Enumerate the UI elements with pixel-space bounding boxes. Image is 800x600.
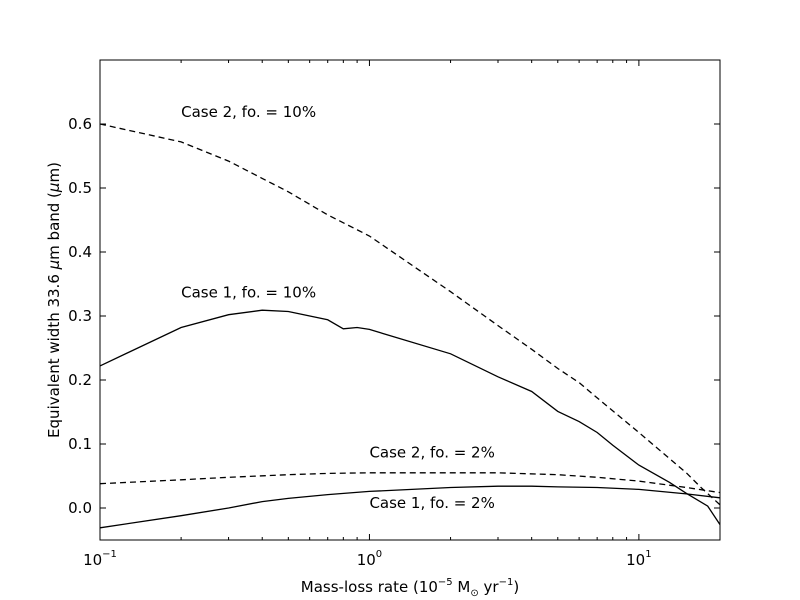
y-tick-label: 0.0	[68, 499, 92, 517]
curve-annotation: Case 2, fo. = 2%	[369, 443, 494, 461]
y-tick-label: 0.2	[68, 371, 92, 389]
series-line-3	[99, 472, 721, 494]
y-tick-label: 0.1	[68, 435, 92, 453]
curve-annotation: Case 2, fo. = 10%	[181, 103, 316, 121]
y-tick-label: 0.5	[68, 179, 92, 197]
series-layer	[99, 123, 721, 529]
curve-annotation: Case 1, fo. = 2%	[369, 494, 494, 512]
y-tick-label: 0.4	[68, 243, 92, 261]
series-line-1	[99, 123, 721, 506]
x-axis-label-base: 10	[419, 578, 438, 596]
x-tick-label: 101	[626, 549, 651, 569]
x-axis-label: Mass-loss rate (10−5 M⊙ yr−1)	[301, 577, 519, 599]
series-line-4	[99, 485, 721, 529]
y-tick-label: 0.6	[68, 115, 92, 133]
series-line-2	[99, 309, 721, 525]
annotation-layer: Case 2, fo. = 10% Case 1, fo. = 10% Case 2…	[181, 103, 495, 512]
tick-layer: 0.0 0.1 0.2 0.3 0.4 0.5 0.6 10−1 100 101	[68, 60, 720, 569]
y-axis-label: Equivalent width 33.6 μm band (μm)	[45, 162, 63, 438]
plot-area	[99, 59, 721, 541]
x-tick-label: 10−1	[83, 549, 117, 569]
y-tick-label: 0.3	[68, 307, 92, 325]
curve-annotation: Case 1, fo. = 10%	[181, 283, 316, 301]
x-tick-label: 100	[357, 549, 382, 569]
